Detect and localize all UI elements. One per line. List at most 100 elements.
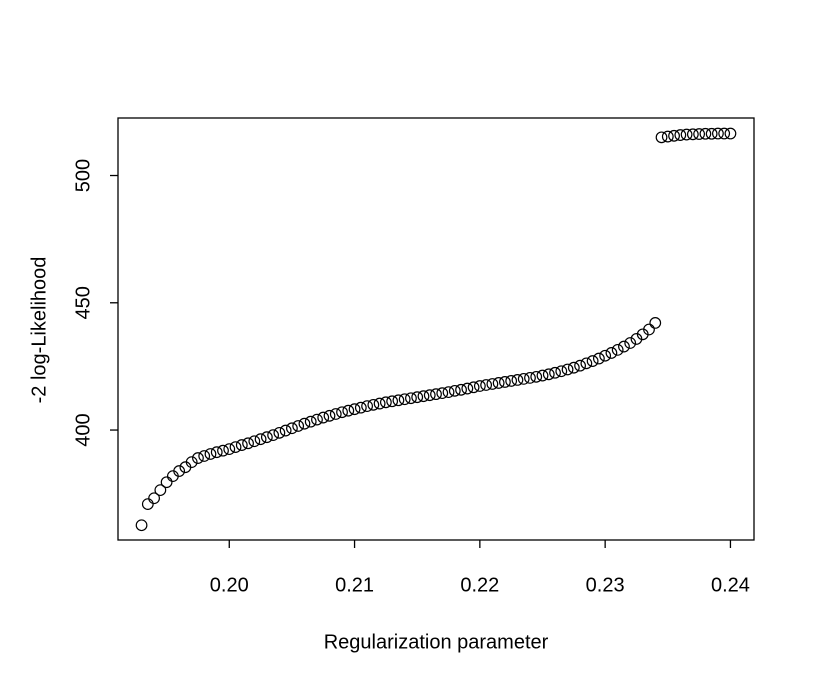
point [561, 363, 574, 376]
point [549, 366, 561, 379]
point [229, 441, 242, 453]
point [304, 415, 317, 428]
point [674, 129, 687, 141]
point [160, 476, 173, 489]
point [461, 382, 474, 395]
point [417, 390, 430, 403]
point [386, 395, 399, 408]
point [630, 333, 643, 345]
point [718, 127, 731, 140]
point [536, 369, 549, 382]
point [567, 361, 580, 374]
point [467, 381, 480, 394]
point [649, 316, 662, 329]
point [154, 484, 167, 497]
point [135, 519, 148, 532]
x-tick-label: 0.21 [335, 574, 374, 596]
point [423, 389, 436, 402]
point [329, 408, 342, 420]
y-tick-label: 500 [72, 159, 94, 192]
point [398, 393, 411, 406]
point [480, 379, 493, 391]
point [235, 439, 248, 451]
point [192, 452, 204, 464]
point [643, 323, 655, 336]
x-tick-label: 0.22 [460, 574, 499, 596]
point [298, 417, 311, 430]
point [505, 375, 518, 387]
point [511, 374, 524, 386]
point [699, 127, 712, 140]
point [204, 448, 217, 460]
point [686, 128, 699, 141]
point [705, 127, 718, 140]
plot-frame [117, 117, 755, 541]
point [618, 340, 630, 353]
point [530, 370, 543, 383]
point [712, 127, 724, 140]
point [323, 409, 336, 422]
point [693, 128, 706, 140]
y-axis-title: -2 log-Likelihood [28, 257, 50, 404]
point [217, 444, 229, 457]
point [555, 365, 568, 378]
point [411, 391, 424, 404]
point [373, 397, 386, 410]
point [405, 392, 417, 405]
point [586, 355, 599, 367]
point [260, 431, 273, 444]
point [473, 380, 486, 392]
point [348, 403, 361, 416]
point [198, 450, 211, 462]
point [242, 437, 254, 450]
point [336, 406, 348, 419]
point [592, 352, 605, 365]
point [524, 371, 536, 384]
x-tick-label: 0.23 [586, 574, 625, 596]
point [517, 372, 530, 385]
point [668, 129, 680, 142]
point [542, 368, 555, 381]
point [223, 443, 236, 456]
x-tick-label: 0.20 [210, 574, 249, 596]
point [173, 465, 186, 477]
point [448, 384, 461, 397]
point [655, 131, 668, 144]
point [292, 420, 305, 432]
point [317, 411, 330, 424]
point [611, 343, 624, 356]
point [185, 456, 198, 469]
point [492, 377, 505, 389]
point [267, 429, 280, 442]
x-tick-label: 0.24 [711, 574, 750, 596]
point [624, 337, 637, 349]
point [574, 359, 586, 372]
x-axis-title: Regularization parameter [324, 631, 549, 653]
point [279, 424, 292, 437]
point [367, 398, 380, 411]
point [680, 128, 693, 141]
point [273, 426, 286, 439]
point [342, 404, 355, 417]
point [436, 387, 449, 400]
point [248, 435, 261, 448]
point [311, 413, 323, 426]
point [354, 401, 367, 414]
point [599, 349, 612, 362]
point [286, 422, 298, 435]
point [661, 130, 674, 143]
point [580, 357, 593, 370]
point [486, 378, 499, 390]
point [442, 386, 455, 399]
point [430, 388, 442, 401]
y-tick-label: 400 [72, 413, 94, 446]
y-tick-label: 450 [72, 286, 94, 319]
point [499, 376, 511, 388]
point [210, 446, 223, 459]
point [455, 383, 467, 396]
point [379, 396, 392, 409]
point [605, 347, 618, 359]
point [392, 394, 405, 407]
point [148, 492, 160, 505]
